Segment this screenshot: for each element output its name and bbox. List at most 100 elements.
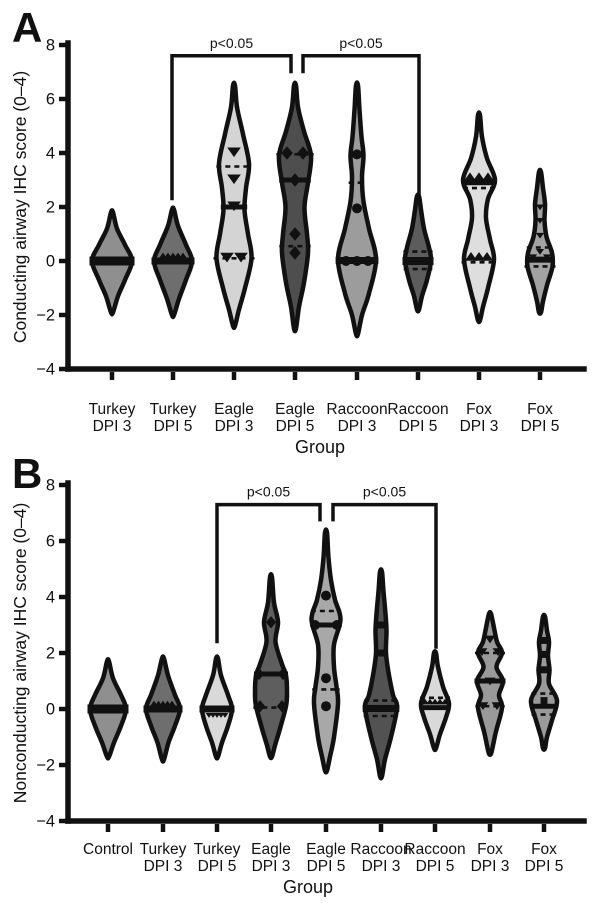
y-tick-label: 4 [46, 589, 55, 607]
data-point-diamond [277, 667, 289, 681]
violin-b-eagle-dpi-3 [252, 572, 290, 761]
significance-bracket-2 [301, 54, 421, 203]
violin-group-a-eagle-dpi-3 [213, 80, 255, 331]
x-tick-label-name: Control [83, 841, 133, 858]
data-point-square [411, 257, 418, 265]
data-point-square [377, 704, 385, 712]
data-point-triangle-up [440, 698, 450, 705]
violin-group-a-fox-dpi-5 [524, 167, 556, 316]
violin-group-b-eagle-dpi-5 [309, 527, 343, 775]
data-point-circle [332, 620, 342, 630]
data-point-triangle-up [179, 252, 187, 258]
data-point-triangle-up [164, 700, 171, 706]
panel-a: A Conducting airway IHC score (0–4) 8 6 4 2 0 −… [10, 4, 587, 457]
data-point-triangle-down [221, 713, 229, 718]
x-tick-label-dpi: DPI 5 [525, 858, 564, 875]
y-tick-label: 6 [46, 533, 55, 551]
x-axis-title: Group [295, 437, 345, 457]
y-tick-label: 6 [46, 91, 55, 109]
x-tick-label-dpi: DPI 3 [144, 858, 183, 875]
violin-b-eagle-dpi-5 [309, 527, 343, 775]
violin-b-fox-dpi-5 [528, 612, 560, 752]
data-point-triangle-down [227, 174, 241, 185]
significance-bracket-1 [215, 502, 322, 644]
data-point-square [404, 257, 412, 265]
data-point-circle [352, 149, 362, 160]
x-tick-label-dpi: DPI 5 [416, 858, 455, 875]
x-tick-label-name: Eagle [214, 401, 254, 418]
y-tick-label: 2 [46, 645, 55, 663]
data-point-square [377, 649, 385, 657]
violin-group-b-turkey-dpi-3 [143, 654, 183, 764]
data-point-diamond [289, 227, 301, 241]
y-tick-label: 0 [46, 701, 55, 719]
data-point-circle [352, 256, 362, 266]
x-tick-label-name: Raccoon [326, 401, 387, 418]
data-point-triangle-up [481, 172, 495, 182]
data-point-triangle-down [492, 648, 504, 656]
panel-letter-a: A [12, 4, 42, 51]
data-point-triangle-up [463, 172, 477, 182]
x-tick-label-name: Eagle [306, 841, 346, 858]
x-tick-label-name: Turkey [194, 841, 241, 858]
x-tick-label-dpi: DPI 3 [362, 858, 401, 875]
y-axis-label: Conducting airway IHC score (0–4) [10, 71, 30, 343]
violin-group-a-eagle-dpi-5 [276, 80, 314, 334]
data-point-square [540, 636, 548, 644]
significance-bracket-2 [331, 502, 438, 649]
data-point-triangle-up [480, 252, 494, 261]
x-tick-label-name: Turkey [89, 401, 136, 418]
x-tick-label-name: Raccoon [404, 841, 465, 858]
x-tick-label-name: Fox [466, 401, 492, 418]
y-tick-label: −2 [36, 757, 55, 775]
data-point-diamond [254, 700, 266, 713]
x-tick-label-name: Eagle [275, 401, 315, 418]
x-tick-label-name: Turkey [140, 841, 187, 858]
x-tick-label-dpi: DPI 3 [93, 418, 132, 435]
data-point-triangle-down [477, 702, 489, 711]
x-tick-label-dpi: DPI 3 [252, 858, 291, 875]
p-value-label: p<0.05 [363, 484, 406, 500]
data-point-triangle-down [484, 677, 496, 686]
y-tick-label: −4 [36, 361, 55, 379]
data-point-triangle-down [535, 204, 545, 211]
data-point-square [368, 704, 376, 712]
data-point-square [540, 666, 548, 674]
y-tick-label: 2 [46, 199, 55, 217]
p-value-label: p<0.05 [247, 484, 290, 500]
p-value-label: p<0.05 [339, 35, 382, 51]
x-tick-label-dpi: DPI 5 [154, 418, 193, 435]
panel-letter-b: B [12, 450, 42, 497]
data-point-circle [341, 256, 351, 266]
data-point-square [386, 704, 394, 712]
x-tick-label-dpi: DPI 3 [215, 418, 254, 435]
y-tick-label: 8 [46, 477, 55, 495]
data-point-square [377, 621, 385, 629]
data-point-square [424, 257, 432, 265]
panel-b: B Nonconducting airway IHC score (0–4) 8 6 4… [10, 450, 587, 897]
data-point-triangle-up [169, 252, 177, 258]
data-point-triangle-up [168, 700, 176, 706]
data-point-square [540, 650, 548, 658]
violin-group-b-fox-dpi-3 [474, 609, 506, 758]
data-point-circle [363, 256, 373, 266]
violin-b-raccoon-dpi-3 [362, 567, 400, 781]
data-point-triangle-up [164, 252, 172, 258]
p-value-label: p<0.05 [210, 35, 253, 51]
x-tick-label-name: Turkey [150, 401, 197, 418]
data-point-triangle-down [227, 147, 241, 158]
data-point-circle [352, 203, 362, 214]
x-tick-label-name: Fox [531, 841, 557, 858]
data-point-triangle-up [150, 700, 158, 706]
data-point-triangle-down [535, 249, 545, 255]
x-tick-label-dpi: DPI 5 [521, 418, 560, 435]
violin-group-a-raccoon-dpi-3 [335, 80, 379, 339]
y-axis-label: Nonconducting airway IHC score (0–4) [10, 503, 30, 804]
data-point-triangle-up [159, 252, 167, 258]
x-tick-label-dpi: DPI 5 [276, 418, 315, 435]
violin-group-b-raccoon-dpi-5 [418, 649, 452, 753]
violin-group-b-turkey-dpi-5 [199, 654, 235, 761]
data-point-circle [321, 701, 331, 712]
